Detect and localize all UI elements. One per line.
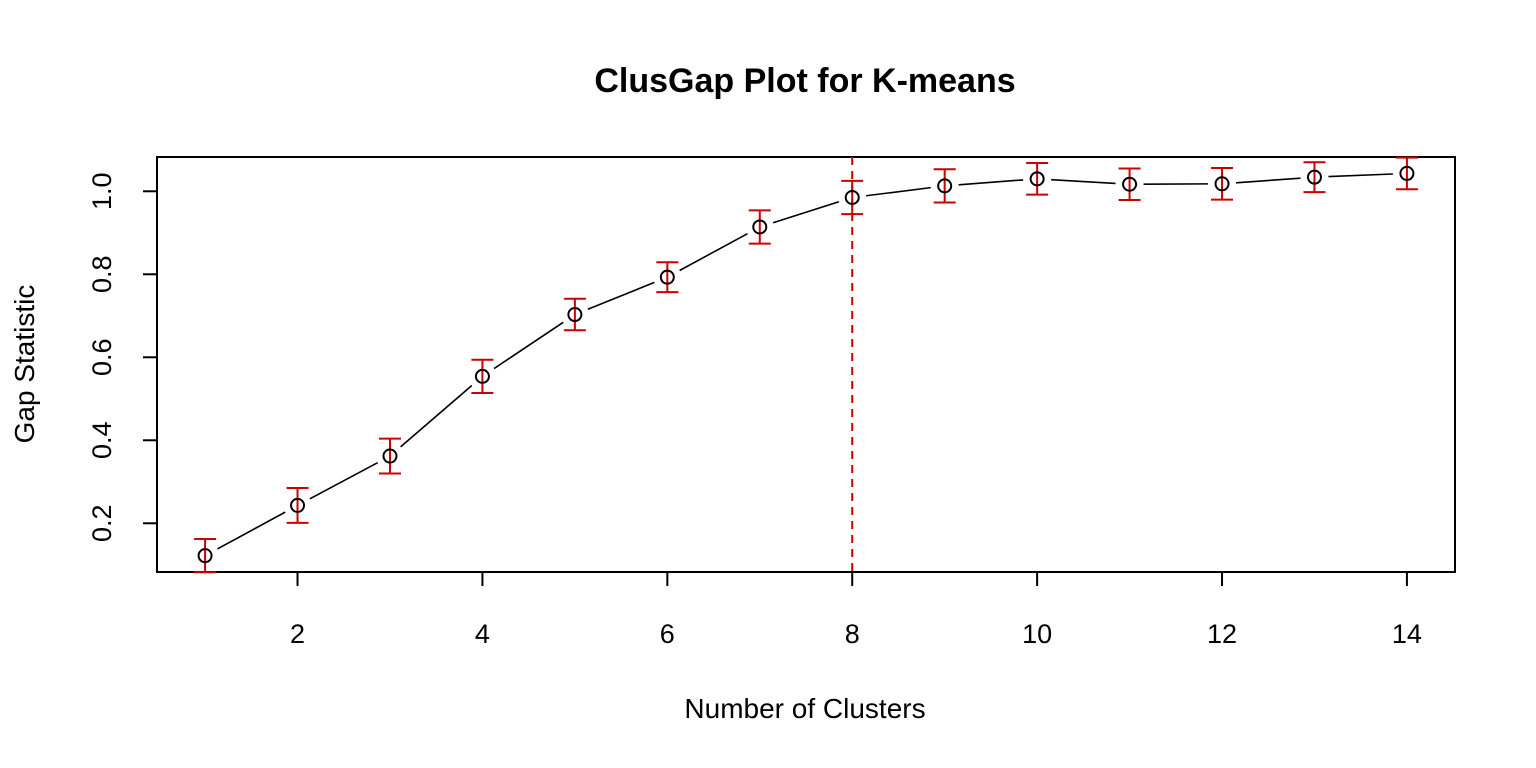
data-point (197, 548, 213, 564)
series-segment (216, 511, 286, 550)
data-points (197, 165, 1415, 564)
x-tick-label: 10 (1022, 619, 1052, 649)
x-axis-label: Number of Clusters (684, 693, 925, 724)
plot-frame (156, 156, 1456, 573)
data-point (659, 269, 675, 285)
series-segment (772, 200, 840, 224)
data-point (1214, 176, 1230, 192)
series-line (216, 173, 1393, 550)
x-axis: 2 4 6 8 10 12 14 (290, 572, 1422, 649)
y-tick-label: 1.0 (87, 173, 117, 211)
data-point (474, 368, 490, 384)
y-tick-label: 0.6 (87, 339, 117, 377)
series-segment (309, 461, 379, 500)
x-tick-label: 8 (845, 619, 860, 649)
series-segment (400, 384, 473, 448)
x-tick-label: 6 (660, 619, 675, 649)
y-axis-label: Gap Statistic (9, 285, 40, 444)
x-tick-label: 4 (475, 619, 490, 649)
series-segment (958, 179, 1024, 186)
data-point (844, 190, 860, 206)
series-segment (866, 186, 931, 197)
y-tick-label: 0.2 (87, 505, 117, 543)
x-tick-label: 12 (1207, 619, 1237, 649)
data-point (382, 448, 398, 464)
data-point (1306, 169, 1322, 185)
x-tick-label: 2 (290, 619, 305, 649)
y-tick-label: 0.8 (87, 256, 117, 294)
series-segment (1328, 173, 1393, 178)
data-point (567, 307, 583, 323)
data-point (1399, 165, 1415, 181)
data-point (290, 497, 306, 513)
data-point (1029, 171, 1045, 187)
error-bars (194, 156, 1418, 574)
chart-title: ClusGap Plot for K-means (594, 62, 1015, 100)
series-segment (679, 232, 748, 272)
series-segment (1235, 177, 1301, 184)
data-point (1122, 176, 1138, 192)
data-point (937, 178, 953, 194)
y-tick-label: 0.4 (87, 422, 117, 460)
series-segment (1051, 178, 1116, 185)
y-axis: 0.2 0.4 0.6 0.8 1.0 (87, 173, 157, 543)
data-point (752, 219, 768, 235)
series-segment (493, 321, 564, 370)
x-tick-label: 14 (1392, 619, 1422, 649)
series-segment (587, 281, 655, 311)
